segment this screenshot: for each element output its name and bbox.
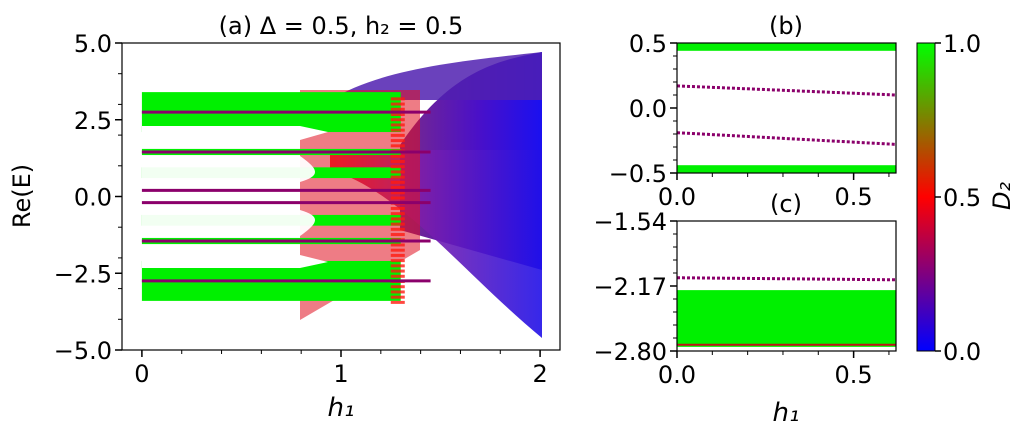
red-speckle	[390, 259, 405, 263]
panel-c-plot	[677, 276, 896, 347]
fan-lower	[330, 150, 542, 338]
panel-b-ticks: 0.50.0−0.50.0 0.5	[609, 30, 890, 211]
panel-c-xlabel: h₁	[773, 398, 800, 428]
gap-upper	[142, 126, 328, 140]
red-speckle	[390, 107, 405, 111]
green-band	[677, 290, 896, 347]
green-band	[677, 43, 896, 51]
panel-a-xtick-label: 2	[532, 360, 547, 388]
colorbar-gradient	[916, 42, 936, 352]
red-speckle	[390, 118, 405, 122]
colorbar-tick-label: 1.0	[943, 30, 981, 58]
red-speckle	[390, 227, 405, 231]
panel-c-xtick-label: 0.5	[835, 361, 873, 389]
red-speckle	[390, 186, 405, 190]
red-speckle	[390, 191, 405, 195]
red-speckle	[390, 123, 405, 127]
red-speckle	[390, 102, 405, 106]
red-speckle	[390, 175, 405, 179]
red-speckle	[390, 144, 405, 148]
red-speckle	[390, 300, 405, 304]
colorbar-label: D₂	[988, 182, 1016, 210]
series-b	[677, 84, 896, 146]
colorbar-tick-label: 0.5	[943, 184, 981, 212]
red-speckle	[390, 97, 405, 101]
panel-a-xtick-label: 0	[134, 360, 149, 388]
green-band	[677, 165, 896, 173]
panel-b-plot	[677, 43, 896, 173]
panel-b-frame	[676, 42, 897, 174]
red-speckle	[390, 154, 405, 158]
red-speckle	[390, 180, 405, 184]
red-speckle	[390, 165, 405, 169]
red-speckle	[390, 274, 405, 278]
eigen-level-line	[677, 84, 896, 97]
panel-a-plot	[141, 52, 542, 338]
red-speckle	[390, 222, 405, 226]
panel-b-ytick-label: −0.5	[609, 160, 667, 188]
red-speckle	[390, 269, 405, 273]
red-speckle	[390, 139, 405, 143]
colorbar-tick-label: 0.0	[943, 338, 981, 366]
panel-a-title: (a) Δ = 0.5, h₂ = 0.5	[219, 12, 464, 40]
panel-c-xtick-label: 0.0	[658, 361, 696, 389]
purple-levels-a	[141, 110, 431, 283]
green-bands-c	[677, 290, 896, 347]
fan-upper-edge	[330, 52, 542, 100]
panel-a-ytick-label: −5.0	[54, 337, 112, 365]
red-speckle	[390, 248, 405, 252]
panel-c-ytick-label: −2.80	[593, 338, 667, 366]
red-speckle	[390, 212, 405, 216]
panel-c-title: (c)	[770, 190, 802, 218]
panel-a-ylabel: Re(E)	[8, 164, 36, 228]
panel-a-ytick-label: 2.5	[74, 107, 112, 135]
panel-c-ytick-label: −2.17	[593, 273, 667, 301]
series-c	[677, 276, 896, 282]
red-speckle	[390, 243, 405, 247]
gap-center-upper	[142, 156, 315, 182]
panel-b-title: (b)	[769, 12, 803, 40]
gap-lower	[142, 255, 328, 268]
colorbar: 1.0 0.5 0.0 D₂	[916, 30, 1016, 366]
red-speckle	[390, 264, 405, 268]
red-speckle	[390, 159, 405, 163]
panel-c-ytick-label: −1.54	[593, 208, 667, 236]
panel-a-xlabel: h₁	[328, 393, 355, 423]
panel-a-ytick-label: 5.0	[74, 30, 112, 58]
red-speckle	[390, 196, 405, 200]
panel-b-ytick-label: 0.5	[629, 30, 667, 58]
panel-a-ytick-label: −2.5	[54, 260, 112, 288]
gap-center-lower	[142, 210, 315, 236]
panel-b: (b) 0.50.0−0.50.0 0.5	[609, 12, 897, 211]
red-speckle	[390, 253, 405, 257]
panel-b-ytick-label: 0.0	[629, 95, 667, 123]
red-speckle	[390, 285, 405, 289]
panel-a: (a) Δ = 0.5, h₂ = 0.5 5.0 2.5 0.0 −2.5 −5.0 0…	[8, 12, 561, 423]
red-speckle	[390, 295, 405, 299]
red-speckle	[390, 233, 405, 237]
panel-b-xtick-label: 0.0	[658, 183, 696, 211]
red-speckle	[390, 128, 405, 132]
green-bands-b	[677, 43, 896, 173]
eigen-level-line	[677, 276, 896, 282]
panel-c-ticks: −1.54 −2.17 −2.800.0 0.5	[593, 208, 890, 389]
red-speckle	[390, 170, 405, 174]
eigen-level-line	[677, 131, 896, 146]
red-speckle	[390, 290, 405, 294]
red-speckle	[390, 112, 405, 116]
colorbar-ticks: 1.0 0.5 0.0	[935, 30, 981, 366]
red-speckle	[390, 133, 405, 137]
panel-b-xtick-label: 0.5	[835, 183, 873, 211]
red-speckle	[390, 217, 405, 221]
panel-a-ticks: 5.0 2.5 0.0 −2.5 −5.0 0 1 2	[54, 30, 548, 388]
panel-a-xtick-label: 1	[333, 360, 348, 388]
panel-c: (c) −1.54 −2.17 −2.800.0 0.5 h₁	[593, 190, 897, 428]
panel-a-ytick-label: 0.0	[74, 184, 112, 212]
red-speckle	[390, 206, 405, 210]
